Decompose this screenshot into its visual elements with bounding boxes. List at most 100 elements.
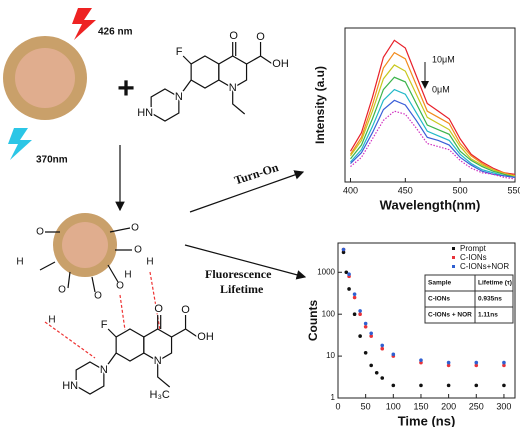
point <box>502 363 506 368</box>
atom-label: O <box>181 304 190 316</box>
point <box>363 321 368 326</box>
table-cell: 1.11ns <box>478 312 498 319</box>
point <box>474 360 479 365</box>
label: 426 nm <box>98 27 133 38</box>
bonds <box>39 227 132 293</box>
point <box>347 287 351 291</box>
point <box>474 383 479 388</box>
group-label: O <box>36 227 44 238</box>
point <box>446 383 451 388</box>
table-cell: 0.935ns <box>478 296 502 303</box>
group-label: O <box>134 245 142 256</box>
x-tick-label: 400 <box>343 185 358 195</box>
atom-label: OH <box>272 58 289 70</box>
table-cell: C-IONs + NOR <box>428 312 472 319</box>
atom-label: N <box>100 364 108 376</box>
point <box>341 250 346 255</box>
x-tick-label: 150 <box>413 401 428 411</box>
annotation: 0μM <box>432 84 450 94</box>
plus: + <box>117 72 135 105</box>
group-label: H <box>16 257 23 268</box>
group-label: O <box>131 223 139 234</box>
spectrum-line <box>349 39 516 175</box>
plot-frame <box>344 27 516 183</box>
ring <box>115 328 145 362</box>
arrow <box>184 244 307 280</box>
point <box>419 358 423 362</box>
point <box>419 383 423 388</box>
lightning-red <box>72 8 96 40</box>
x-tick-label: 100 <box>386 401 401 411</box>
group-label: H <box>124 270 131 281</box>
atom-label: N <box>229 82 237 94</box>
point <box>347 272 351 277</box>
label: 370nm <box>36 155 68 166</box>
point <box>502 383 506 388</box>
y-tick-label: 10 <box>326 351 335 360</box>
x-tick-label: 200 <box>441 401 456 411</box>
annotation: 10μM <box>432 54 455 64</box>
atom-label: N <box>175 91 183 103</box>
legend-marker <box>452 256 455 259</box>
arrow <box>189 170 305 213</box>
group-label: O <box>94 291 102 302</box>
point <box>380 343 385 348</box>
group-label: H <box>146 257 153 268</box>
x-tick-label: 50 <box>361 401 371 411</box>
x-tick-label: 300 <box>496 401 511 411</box>
point <box>380 376 385 380</box>
x-axis-label: Wavelength(nm) <box>380 197 481 212</box>
x-tick-label: 250 <box>469 401 484 411</box>
x-tick-label: 500 <box>453 185 468 195</box>
nanoparticle-core <box>15 48 75 108</box>
table <box>424 274 514 324</box>
point <box>369 331 373 336</box>
point <box>341 247 346 252</box>
table-cell: C-IONs <box>428 296 450 303</box>
group-label: O <box>116 281 124 292</box>
atom-label: F <box>176 46 183 58</box>
group-label: H <box>48 315 55 326</box>
point <box>344 270 349 275</box>
y-tick-label: 1000 <box>317 267 335 276</box>
point <box>391 352 396 357</box>
y-axis-label: Counts <box>306 300 320 342</box>
x-tick-label: 550 <box>507 185 520 195</box>
point <box>352 295 357 300</box>
lightning-blue <box>8 128 32 160</box>
y-axis-label: Intensity (a.u) <box>313 66 327 144</box>
atom-label: HN <box>137 107 153 119</box>
y-tick-label: 100 <box>322 309 336 318</box>
point <box>374 370 379 375</box>
point <box>363 350 368 355</box>
label: Fluorescence <box>205 267 272 281</box>
point <box>369 334 373 338</box>
legend-label: C-IONs <box>460 253 487 262</box>
spectrum-line <box>350 88 516 178</box>
point <box>380 346 385 351</box>
atom-label: OH <box>197 331 214 343</box>
point <box>358 334 362 338</box>
point <box>369 363 373 368</box>
hydrogen-bond <box>44 271 161 359</box>
point <box>352 292 357 296</box>
spectrum-line <box>349 64 516 177</box>
nanoparticle-core <box>62 222 108 268</box>
spectrum-line <box>350 76 516 178</box>
atom-label: O <box>154 303 163 315</box>
atom-label: O <box>256 31 265 43</box>
bonds <box>178 42 273 115</box>
label: Lifetime <box>220 282 264 296</box>
label: Turn-On <box>232 160 280 188</box>
plot-frame <box>337 242 516 399</box>
atom-label: HN <box>62 380 78 392</box>
point <box>446 363 451 368</box>
legend-marker <box>452 247 455 250</box>
point <box>363 325 368 329</box>
point <box>352 312 357 316</box>
legend-marker <box>452 265 455 268</box>
atom-label: F <box>101 319 108 331</box>
legend-label: Prompt <box>460 244 487 253</box>
x-axis-label: Time (ns) <box>398 413 456 427</box>
